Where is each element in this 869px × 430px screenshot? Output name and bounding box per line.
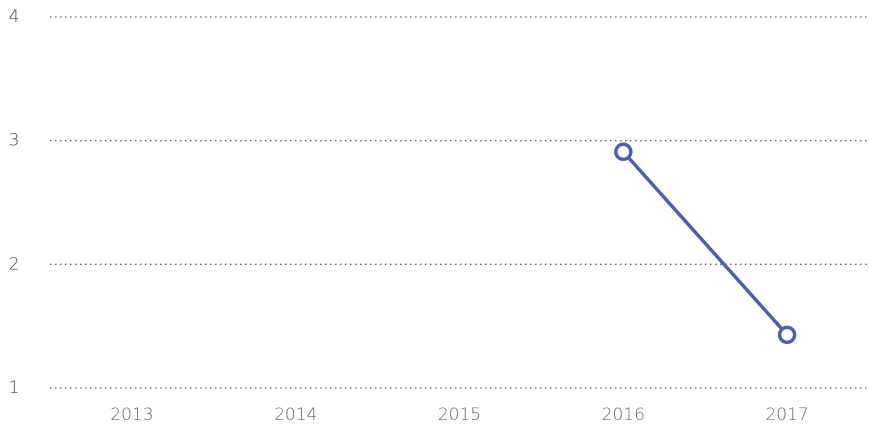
point [777, 325, 797, 345]
y-tick-label: 2 [9, 254, 20, 274]
x-tick-label: 2017 [765, 405, 808, 425]
x-tick-label: 2015 [438, 405, 481, 425]
x-tick-label: 2014 [274, 405, 317, 425]
line [621, 150, 789, 336]
y-tick-label: 3 [9, 131, 20, 151]
x-tick-label: 2016 [602, 405, 645, 425]
point [614, 142, 633, 162]
y-tick-label: 1 [9, 378, 20, 398]
x-tick-label: 2013 [110, 405, 153, 425]
y-tick-label: 4 [9, 7, 20, 27]
